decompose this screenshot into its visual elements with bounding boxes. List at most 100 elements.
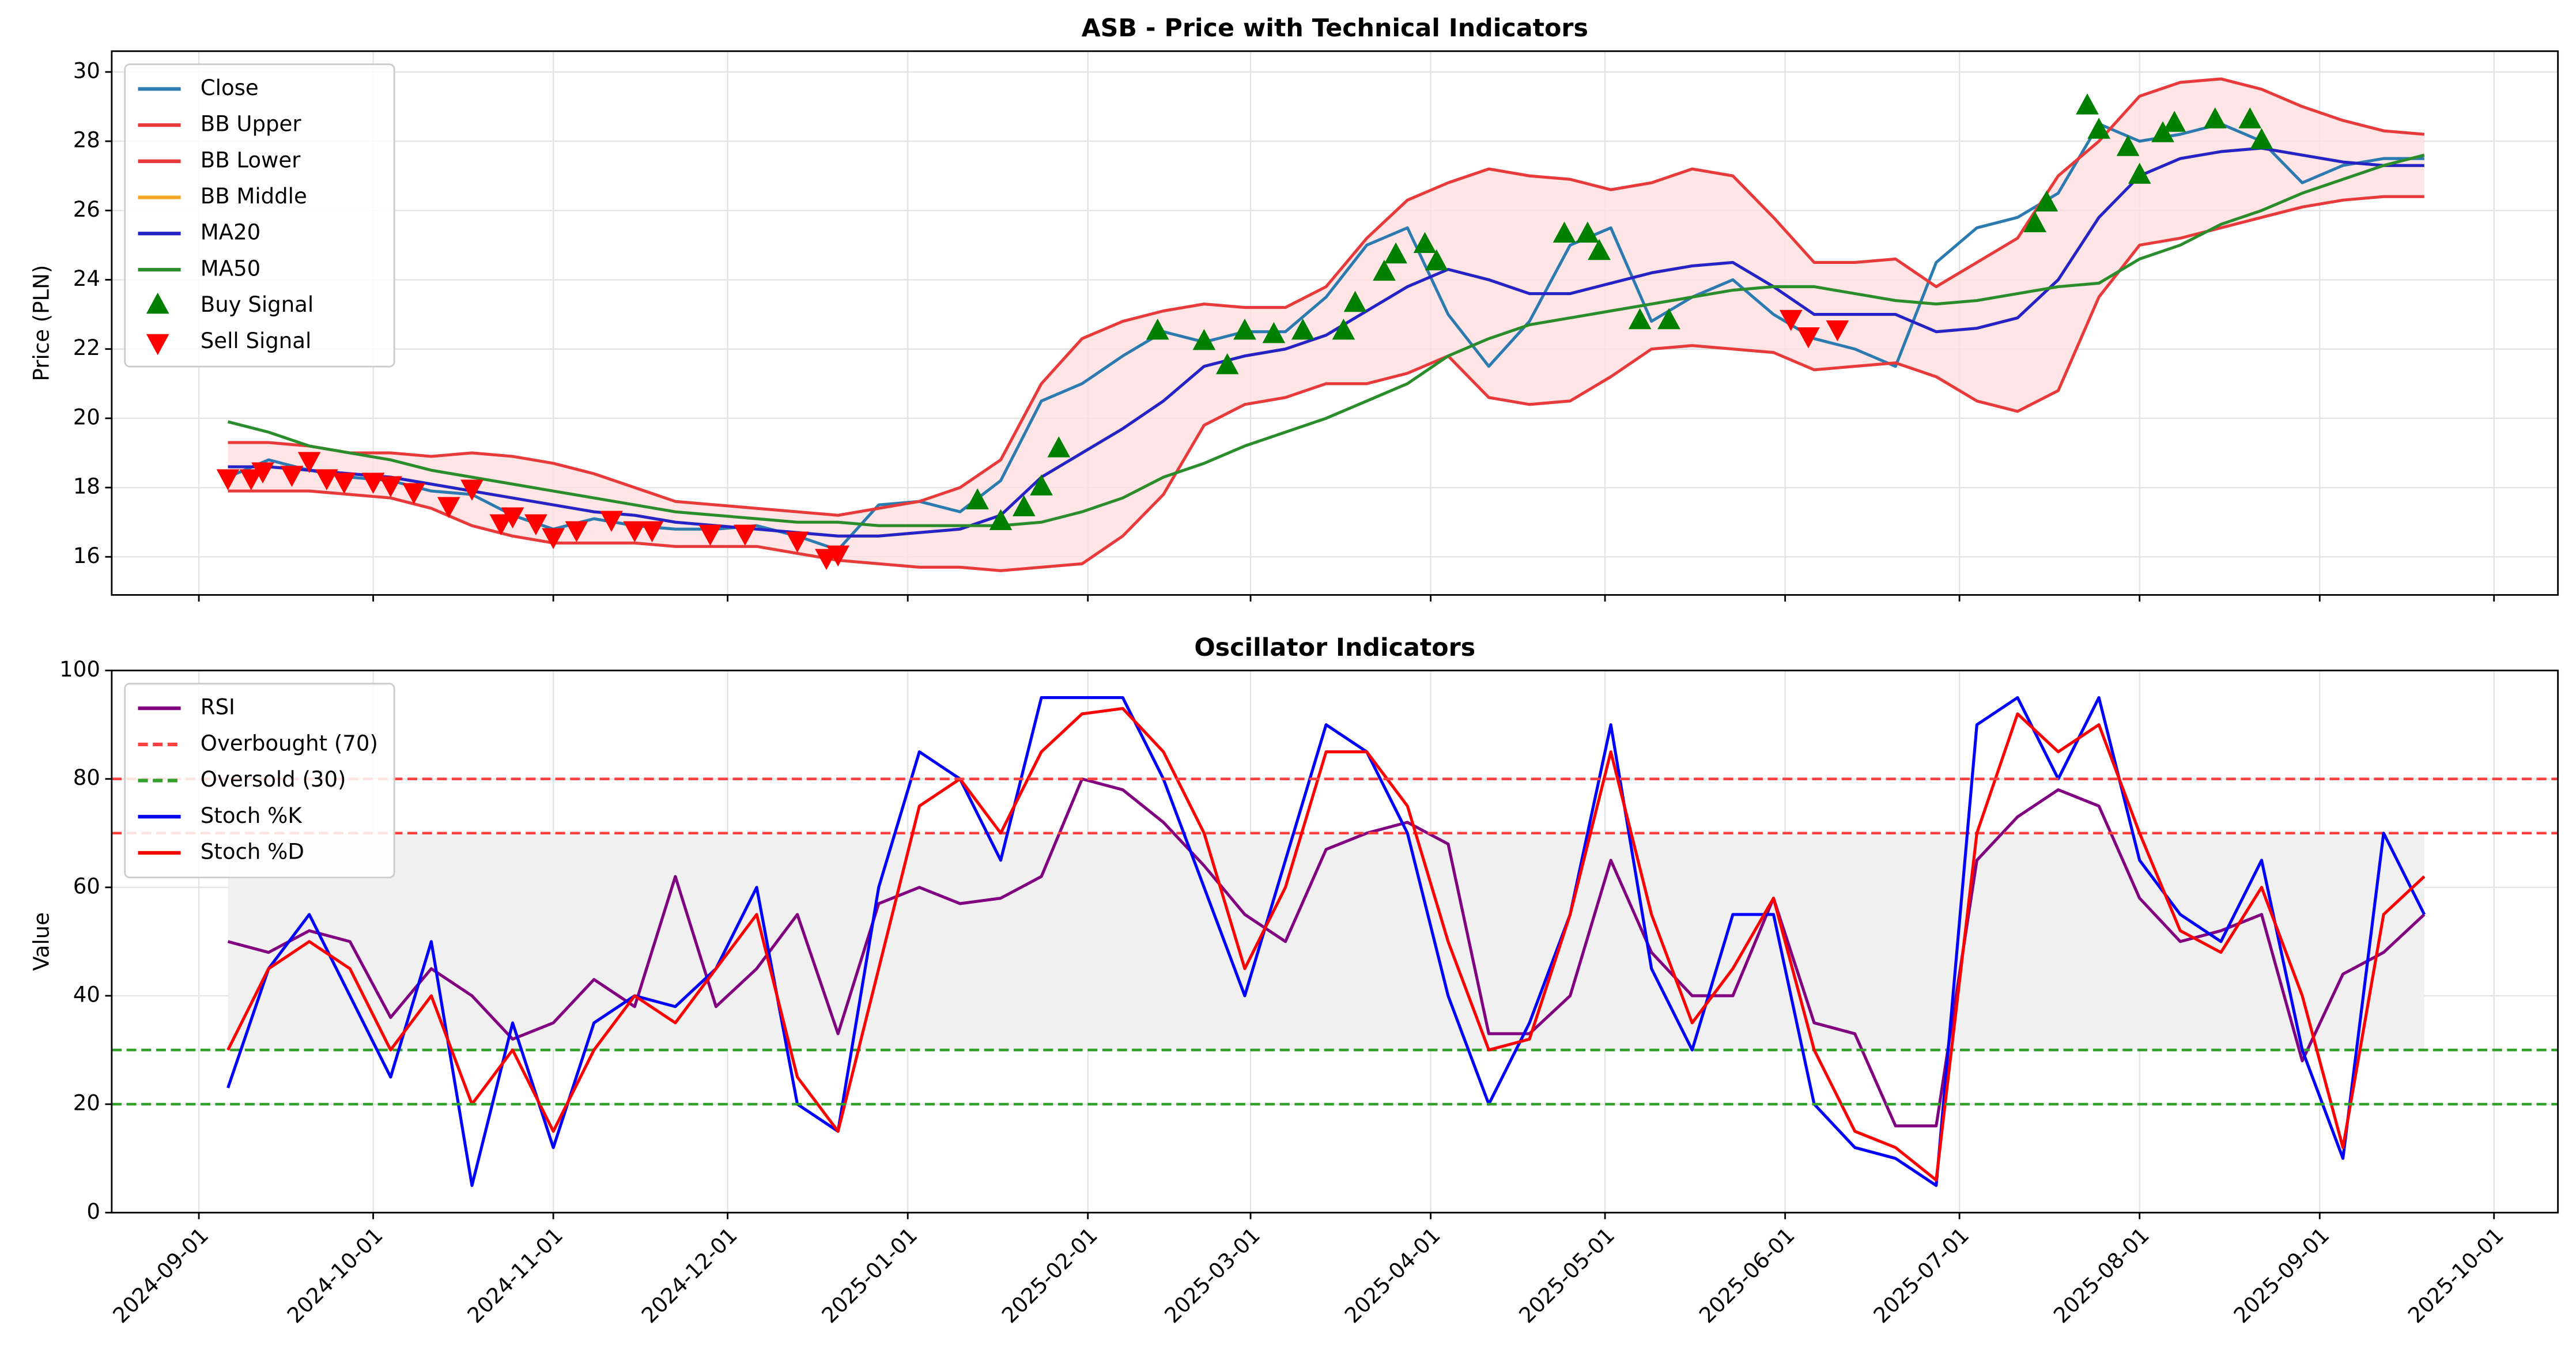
- x-tick-label: 2025-07-01: [1869, 1223, 1974, 1328]
- y-tick-label: 0: [86, 1199, 100, 1224]
- signal-marker: [542, 528, 565, 550]
- signal-marker: [785, 531, 809, 553]
- signal-marker: [460, 479, 484, 501]
- signal-marker: [1012, 495, 1036, 516]
- signal-marker: [1553, 221, 1576, 243]
- y-tick-label: 80: [73, 765, 100, 790]
- signal-marker: [1373, 259, 1396, 281]
- signal-marker: [1215, 353, 1239, 375]
- signal-marker: [1826, 320, 1849, 342]
- y-tick-label: 28: [73, 128, 100, 153]
- legend-label: Stoch %K: [201, 803, 303, 828]
- y-tick-label: 20: [73, 1091, 100, 1116]
- y-tick-label: 60: [73, 874, 100, 898]
- y-tick-label: 40: [73, 982, 100, 1007]
- x-tick-label: 2025-10-01: [2403, 1223, 2509, 1328]
- signal-marker: [600, 511, 623, 532]
- signal-marker: [2116, 135, 2140, 156]
- y-axis-label: Value: [29, 912, 54, 971]
- plot-area: [111, 51, 2558, 595]
- signal-marker: [2087, 118, 2110, 139]
- legend-box: [124, 682, 395, 879]
- signal-marker: [2203, 107, 2227, 129]
- signal-marker: [437, 497, 460, 518]
- y-tick-label: 26: [73, 197, 100, 222]
- series-line: [228, 77, 2424, 517]
- legend-label: Stoch %D: [201, 839, 304, 864]
- x-tick-label: 2025-09-01: [2229, 1223, 2335, 1328]
- signal-marker: [524, 514, 547, 536]
- signal-marker: [216, 469, 240, 490]
- signal-marker: [2035, 190, 2058, 211]
- y-tick-label: 24: [73, 266, 100, 291]
- signal-marker: [2151, 121, 2174, 142]
- chart-title: Oscillator Indicators: [1194, 633, 1475, 662]
- x-tick-label: 2024-10-01: [282, 1223, 388, 1328]
- x-tick-label: 2025-08-01: [2049, 1223, 2154, 1328]
- legend-label: RSI: [201, 695, 235, 720]
- shade-band: [228, 833, 2424, 1051]
- signal-marker: [698, 524, 722, 546]
- legend-box: [124, 63, 395, 368]
- x-tick-label: 2025-02-01: [997, 1223, 1102, 1328]
- signal-marker: [1657, 308, 1680, 330]
- signal-marker: [2128, 163, 2151, 184]
- signal-marker: [2163, 111, 2186, 132]
- axes-frame: [111, 670, 2559, 1214]
- signal-marker: [239, 469, 263, 490]
- signal-marker: [1146, 318, 1169, 340]
- signal-marker: [565, 521, 588, 543]
- axes-frame: [111, 50, 2559, 596]
- y-tick-label: 30: [73, 58, 100, 83]
- signal-marker: [734, 524, 757, 546]
- legend-label: BB Middle: [201, 184, 307, 209]
- legend-marker: [146, 292, 169, 314]
- legend-marker: [146, 334, 169, 356]
- signal-marker: [361, 473, 385, 494]
- series-line: [227, 153, 2425, 527]
- x-tick-label: 2025-04-01: [1340, 1223, 1445, 1328]
- legend-label: MA50: [201, 256, 260, 281]
- signal-marker: [402, 483, 425, 504]
- series-line: [227, 122, 2424, 551]
- signal-marker: [501, 507, 524, 528]
- signal-marker: [2023, 211, 2047, 233]
- signal-marker: [297, 452, 321, 473]
- signal-marker: [1797, 327, 1820, 349]
- signal-marker: [1332, 318, 1355, 340]
- signal-marker: [379, 476, 402, 497]
- y-tick-label: 22: [73, 335, 100, 360]
- signal-marker: [1192, 328, 1216, 350]
- legend-label: Overbought (70): [201, 731, 378, 755]
- signal-marker: [280, 466, 304, 487]
- x-tick-label: 2024-12-01: [637, 1223, 742, 1328]
- y-tick-label: 16: [73, 543, 100, 568]
- signal-marker: [1384, 242, 1407, 264]
- band-fill: [228, 78, 2424, 571]
- legend-label: MA20: [201, 220, 260, 245]
- x-tick-label: 2024-11-01: [463, 1223, 568, 1328]
- signal-marker: [1343, 290, 1367, 312]
- y-tick-label: 100: [59, 657, 100, 682]
- legend-label: Close: [201, 75, 259, 100]
- signal-marker: [333, 473, 356, 494]
- x-tick-label: 2024-09-01: [108, 1223, 214, 1328]
- signal-marker: [1233, 318, 1256, 340]
- signal-marker: [489, 514, 513, 536]
- signal-marker: [2250, 128, 2273, 149]
- signal-marker: [1588, 239, 1611, 260]
- x-tick-label: 2025-01-01: [817, 1223, 923, 1328]
- signal-marker: [1047, 436, 1071, 458]
- plot-area: [111, 670, 2558, 1213]
- signal-marker: [2076, 93, 2099, 115]
- signal-marker: [1030, 474, 1053, 496]
- signal-marker: [1291, 318, 1315, 340]
- signal-marker: [1576, 221, 1599, 243]
- y-tick-label: 18: [73, 474, 100, 499]
- signal-marker: [315, 469, 338, 490]
- signal-marker: [1779, 309, 1803, 331]
- chart-title: ASB - Price with Technical Indicators: [1082, 14, 1588, 43]
- signal-marker: [623, 521, 647, 543]
